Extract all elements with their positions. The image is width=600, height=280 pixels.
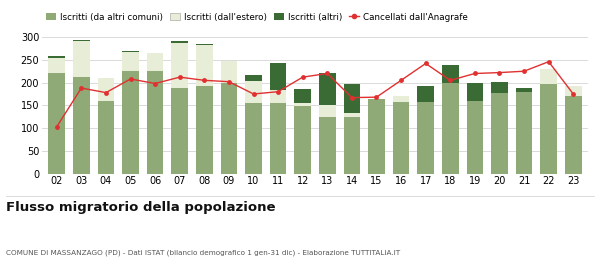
Bar (221, 61, 237, 83)
Bar (122, 52, 139, 71)
Bar (196, 44, 212, 45)
Bar (319, 117, 335, 174)
Bar (49, 73, 65, 174)
Bar (147, 53, 163, 71)
Bar (196, 45, 212, 86)
Bar (467, 101, 483, 174)
Bar (245, 75, 262, 81)
Bar (73, 77, 90, 174)
Legend: Iscritti (da altri comuni), Iscritti (dall'estero), Iscritti (altri), Cancellati: Iscritti (da altri comuni), Iscritti (da… (42, 9, 471, 25)
Bar (442, 83, 458, 174)
Bar (122, 71, 139, 174)
Bar (418, 86, 434, 102)
Bar (295, 103, 311, 106)
Bar (245, 103, 262, 174)
Bar (270, 63, 286, 90)
Bar (491, 93, 508, 174)
Bar (368, 99, 385, 174)
Bar (515, 88, 532, 92)
Bar (540, 69, 557, 83)
Bar (172, 43, 188, 88)
Bar (98, 101, 115, 174)
Bar (270, 90, 286, 103)
Bar (344, 83, 360, 113)
Text: Flusso migratorio della popolazione: Flusso migratorio della popolazione (6, 201, 275, 214)
Bar (319, 73, 335, 105)
Bar (565, 96, 581, 174)
Bar (491, 82, 508, 93)
Bar (245, 81, 262, 103)
Bar (393, 96, 409, 102)
Text: COMUNE DI MASSANZAGO (PD) - Dati ISTAT (bilancio demografico 1 gen-31 dic) - Ela: COMUNE DI MASSANZAGO (PD) - Dati ISTAT (… (6, 250, 400, 256)
Bar (467, 83, 483, 101)
Bar (122, 51, 139, 52)
Bar (393, 102, 409, 174)
Bar (344, 117, 360, 174)
Bar (49, 56, 65, 58)
Bar (540, 83, 557, 174)
Bar (147, 71, 163, 174)
Bar (73, 40, 90, 41)
Bar (196, 86, 212, 174)
Bar (442, 65, 458, 83)
Bar (270, 103, 286, 174)
Bar (344, 113, 360, 117)
Bar (295, 106, 311, 174)
Bar (49, 58, 65, 73)
Bar (172, 88, 188, 174)
Bar (98, 78, 115, 101)
Bar (221, 83, 237, 174)
Bar (418, 102, 434, 174)
Bar (73, 41, 90, 77)
Bar (172, 41, 188, 43)
Bar (565, 86, 581, 96)
Bar (319, 105, 335, 117)
Bar (515, 92, 532, 174)
Bar (295, 89, 311, 103)
